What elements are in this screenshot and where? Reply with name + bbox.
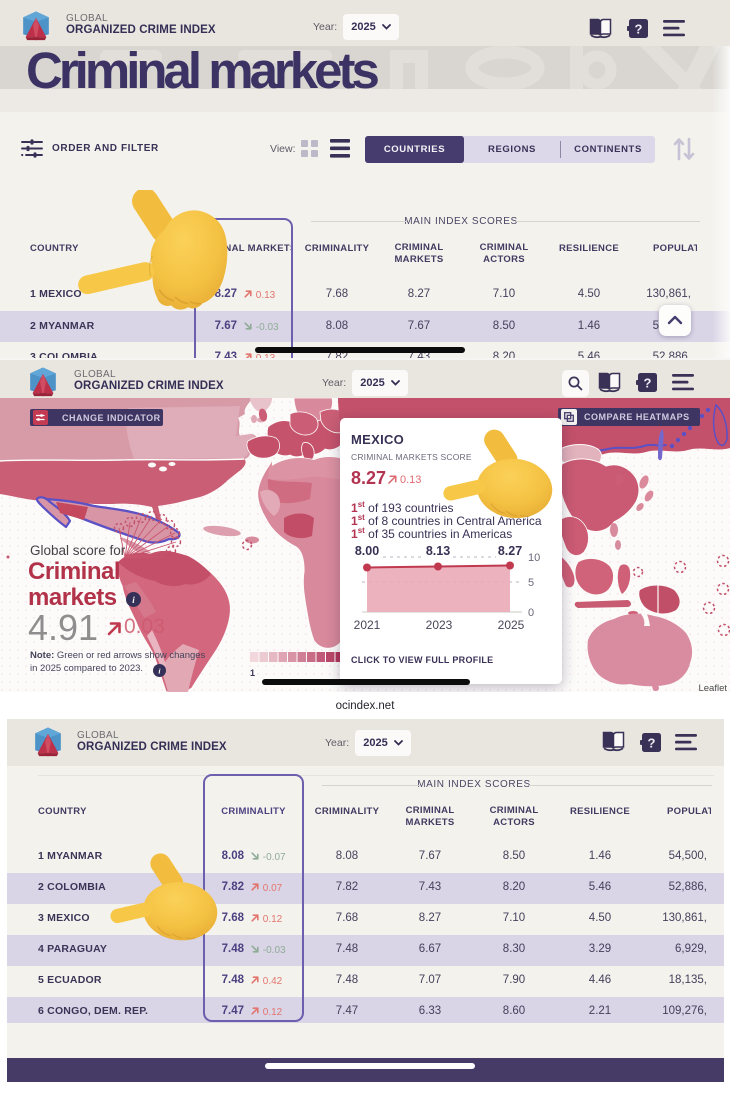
svg-text:8.27: 8.27 bbox=[498, 546, 522, 558]
svg-text:2025: 2025 bbox=[498, 618, 525, 632]
svg-text:2021: 2021 bbox=[354, 618, 381, 632]
svg-text:8.13: 8.13 bbox=[426, 546, 450, 558]
svg-text:Leaflet: Leaflet bbox=[698, 683, 727, 692]
svg-text:0: 0 bbox=[528, 607, 534, 619]
svg-text:8.00: 8.00 bbox=[355, 546, 379, 558]
svg-text:1: 1 bbox=[250, 668, 255, 678]
svg-text:?: ? bbox=[644, 376, 652, 391]
svg-text:?: ? bbox=[635, 22, 643, 37]
svg-text:?: ? bbox=[648, 736, 656, 751]
svg-text:i: i bbox=[158, 667, 161, 676]
svg-text:i: i bbox=[132, 595, 135, 605]
svg-text:5: 5 bbox=[528, 577, 534, 589]
svg-text:2023: 2023 bbox=[426, 618, 453, 632]
svg-text:10: 10 bbox=[528, 552, 540, 564]
